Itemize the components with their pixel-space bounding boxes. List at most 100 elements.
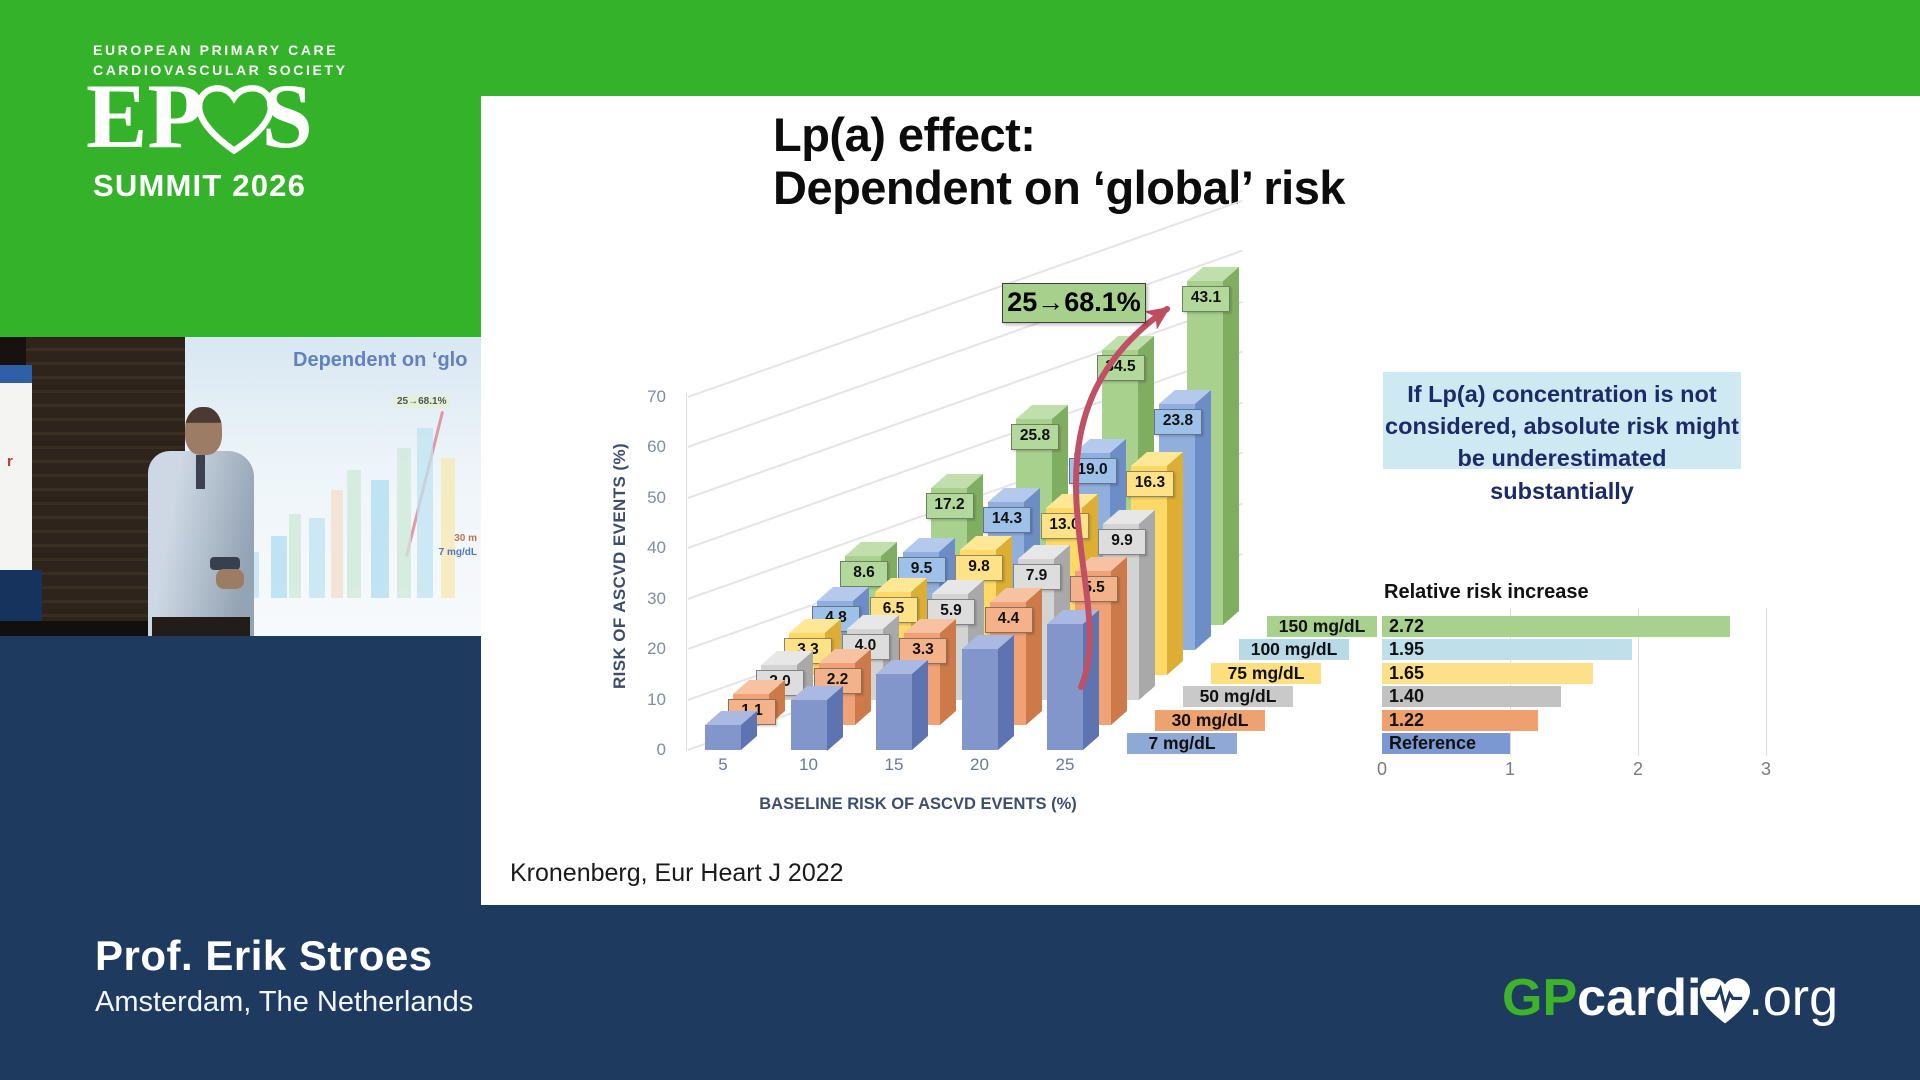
legend-title: Relative risk increase xyxy=(1384,581,1589,603)
legend-label-150mgdL: 150 mg/dL xyxy=(1267,616,1377,637)
bar-value-label: 43.1 xyxy=(1182,286,1230,313)
bar-value-label: 8.6 xyxy=(840,561,888,588)
slide-title-line1: Lp(a) effect: xyxy=(773,108,1036,161)
speaker-legs xyxy=(152,617,250,636)
legend-bar-75mgdL: 1.65 xyxy=(1382,662,1594,684)
projected-bar xyxy=(371,480,389,598)
y-axis-line xyxy=(686,393,687,751)
bar-front-face xyxy=(961,649,998,750)
legend-label-50mgdL: 50 mg/dL xyxy=(1183,686,1293,708)
slide: Lp(a) effect: Dependent on ‘global’ risk… xyxy=(481,95,1920,905)
legend-bar-value: 1.22 xyxy=(1389,709,1425,730)
society-line1: EUROPEAN PRIMARY CARE xyxy=(93,42,339,58)
slide-title-line2: Dependent on ‘global’ risk xyxy=(773,160,1345,214)
y-tick-30: 30 xyxy=(647,588,666,608)
legend-tick-1: 1 xyxy=(1504,759,1515,779)
legend-label-100mgdL: 100 mg/dL xyxy=(1239,639,1349,661)
x-tick-25: 25 xyxy=(1055,755,1075,774)
legend-tick-3: 3 xyxy=(1760,759,1771,779)
bar-front-face xyxy=(876,674,912,750)
x-tick-10: 10 xyxy=(799,755,818,774)
society-line2: CARDIOVASCULAR SOCIETY xyxy=(93,62,348,78)
video-rollup-banner: r xyxy=(0,365,32,575)
projected-bar xyxy=(289,514,301,598)
legend-bar-7mgdL: Reference xyxy=(1382,733,1510,754)
speaker-video[interactable]: r Dependent on ‘glo 25→68.1% 30 m 7 mg/d… xyxy=(0,337,481,636)
legend-bar-150mgdL: 2.72 xyxy=(1382,616,1731,637)
bar-Reference-baseline-10 xyxy=(790,685,843,750)
bar-value-label: 4.4 xyxy=(984,606,1033,633)
epccs-logo-block: EUROPEAN PRIMARY CARE CARDIOVASCULAR SOC… xyxy=(0,0,481,337)
projected-bar xyxy=(271,536,287,598)
projected-bar xyxy=(347,470,361,598)
legend-tick-0: 0 xyxy=(1376,759,1387,779)
bar-Reference-baseline-15 xyxy=(876,660,928,750)
bar-Reference-baseline-20 xyxy=(961,634,1014,750)
projected-bar xyxy=(397,448,411,598)
logo-s: S xyxy=(261,65,313,167)
speaker-name: Prof. Erik Stroes xyxy=(95,932,433,979)
x-tick-20: 20 xyxy=(970,755,989,774)
speaker-hand xyxy=(216,569,244,589)
bar-front-face xyxy=(790,699,827,750)
legend-gridline-3 xyxy=(1766,608,1767,756)
bar-value-label: 25.8 xyxy=(1011,423,1059,450)
speaker-shirt xyxy=(196,455,205,489)
legend-label-30mgdL: 30 mg/dL xyxy=(1155,709,1265,731)
citation: Kronenberg, Eur Heart J 2022 xyxy=(510,859,844,887)
bar-value-label: 17.2 xyxy=(925,492,974,519)
legend-label-7mgdL: 7 mg/dL xyxy=(1127,733,1237,754)
x-axis-title: BASELINE RISK OF ASCVD EVENTS (%) xyxy=(759,795,1077,813)
legend-bar-value: 1.95 xyxy=(1389,639,1425,660)
y-tick-40: 40 xyxy=(647,538,666,557)
slide-title: Lp(a) effect: Dependent on ‘global’ risk xyxy=(773,108,1345,214)
projected-label-7: 7 mg/dL xyxy=(438,547,477,558)
bar-front-face xyxy=(705,724,741,750)
brand-org: .org xyxy=(1748,969,1839,1027)
summit-year: SUMMIT 2026 xyxy=(93,168,307,203)
speaker-head xyxy=(185,407,222,455)
info-line2: considered, absolute risk might xyxy=(1385,413,1739,440)
legend-bar-100mgdL: 1.95 xyxy=(1382,639,1632,661)
legend-label-75mgdL: 75 mg/dL xyxy=(1211,662,1321,684)
heart-ecg-icon xyxy=(1700,977,1751,1023)
brand-cardi: cardi xyxy=(1577,969,1702,1027)
y-tick-60: 60 xyxy=(647,437,666,456)
y-tick-10: 10 xyxy=(647,689,666,709)
bar-value-label: 3.3 xyxy=(899,637,947,664)
y-tick-0: 0 xyxy=(656,740,666,759)
projected-bar xyxy=(309,518,325,598)
y-tick-20: 20 xyxy=(647,639,666,658)
banner-red-mark: r xyxy=(7,453,13,470)
legend-bar-value: 1.65 xyxy=(1389,662,1425,683)
legend-bar-50mgdL: 1.40 xyxy=(1382,686,1562,708)
legend-gridline-2 xyxy=(1638,608,1639,756)
bar-Reference-baseline-5 xyxy=(705,710,757,750)
logo-ep: EP xyxy=(86,65,204,167)
y-tick-50: 50 xyxy=(647,487,666,507)
projected-bar xyxy=(417,428,433,598)
x-tick-15: 15 xyxy=(884,755,904,774)
lpa-info-box: If Lp(a) concentration is not considered… xyxy=(1383,372,1741,504)
projected-annotation: 25→68.1% xyxy=(393,395,451,408)
speaker-location: Amsterdam, The Netherlands xyxy=(95,986,474,1018)
logo-heart-icon xyxy=(195,85,272,155)
video-floor xyxy=(0,621,188,636)
projected-slide-title: Dependent on ‘glo xyxy=(293,349,468,371)
info-line3: be underestimated substantially xyxy=(1457,445,1667,504)
bar-value-label: 14.3 xyxy=(983,507,1031,534)
speaker-cuff xyxy=(210,557,240,570)
info-line1: If Lp(a) concentration is not xyxy=(1407,381,1717,407)
projected-bar xyxy=(441,458,455,598)
projected-bar xyxy=(331,490,343,598)
brand-gp: GP xyxy=(1502,969,1578,1027)
annotation-25-to-68: 25→68.1% xyxy=(1002,283,1146,323)
bar-value-label: 5.9 xyxy=(927,599,975,626)
banner-blue-stripe xyxy=(0,365,32,383)
y-tick-70: 70 xyxy=(647,386,666,406)
bar-value-label: 9.8 xyxy=(955,554,1003,581)
gpcardio-logo: GP cardi .org xyxy=(1502,966,1838,1030)
legend-bar-30mgdL: 1.22 xyxy=(1382,709,1539,731)
legend-tick-2: 2 xyxy=(1632,759,1643,779)
